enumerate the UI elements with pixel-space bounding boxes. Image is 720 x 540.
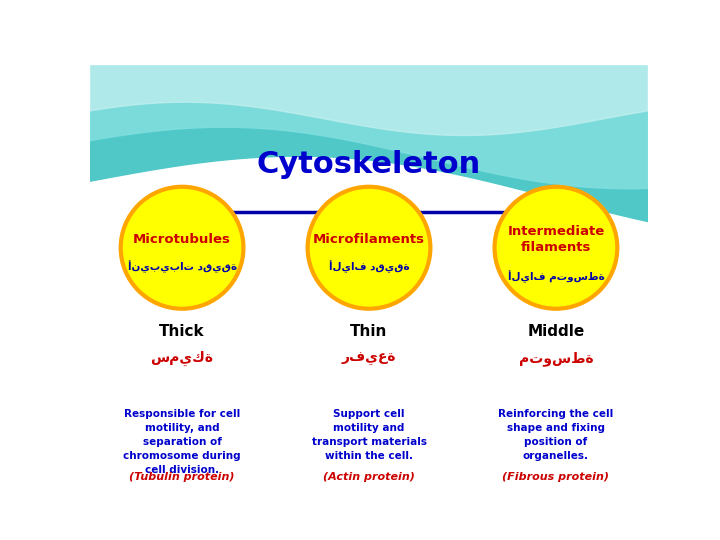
Text: (Fibrous protein): (Fibrous protein) bbox=[503, 472, 609, 482]
Text: Thick: Thick bbox=[159, 324, 205, 339]
Text: Reinforcing the cell
shape and fixing
position of
organelles.: Reinforcing the cell shape and fixing po… bbox=[498, 409, 613, 461]
Text: Middle: Middle bbox=[527, 324, 585, 339]
Ellipse shape bbox=[121, 187, 243, 309]
Text: سميكة: سميكة bbox=[150, 351, 214, 366]
Text: أنيبيبات دقيقة: أنيبيبات دقيقة bbox=[127, 260, 237, 273]
Text: Cytoskeleton: Cytoskeleton bbox=[257, 150, 481, 179]
Text: Intermediate
filaments: Intermediate filaments bbox=[508, 225, 605, 254]
Text: متوسطة: متوسطة bbox=[518, 352, 593, 366]
Text: رفيعة: رفيعة bbox=[342, 352, 396, 366]
Polygon shape bbox=[90, 65, 648, 136]
Text: Thin: Thin bbox=[351, 324, 387, 339]
Text: Microtubules: Microtubules bbox=[133, 233, 231, 246]
Text: Support cell
motility and
transport materials
within the cell.: Support cell motility and transport mate… bbox=[312, 409, 426, 461]
Polygon shape bbox=[90, 65, 648, 221]
Text: ألياف متوسطة: ألياف متوسطة bbox=[508, 271, 604, 283]
Polygon shape bbox=[90, 65, 648, 189]
Text: (Tubulin protein): (Tubulin protein) bbox=[130, 472, 235, 482]
Text: ألياف دقيقة: ألياف دقيقة bbox=[329, 260, 409, 273]
Text: Responsible for cell
motility, and
separation of
chromosome during
cell division: Responsible for cell motility, and separ… bbox=[123, 409, 241, 475]
Text: Microfilaments: Microfilaments bbox=[313, 233, 425, 246]
Text: (Actin protein): (Actin protein) bbox=[323, 472, 415, 482]
Ellipse shape bbox=[495, 187, 617, 309]
Ellipse shape bbox=[307, 187, 431, 309]
